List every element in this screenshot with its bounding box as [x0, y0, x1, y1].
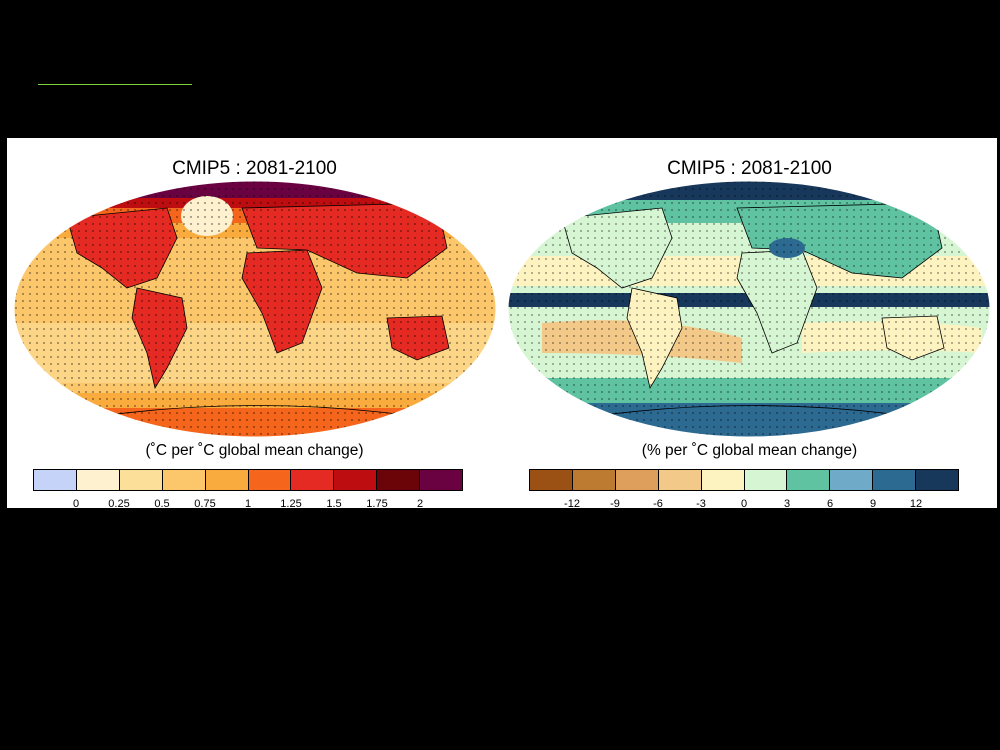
precipitation-colorbar-tick-label: 9: [869, 498, 877, 508]
temperature-colorbar-segment: [76, 470, 120, 490]
temperature-colorbar-segment: [162, 470, 206, 490]
precipitation-colorbar-segment: [658, 470, 702, 490]
precipitation-map-title: CMIP5 : 2081-2100: [667, 158, 832, 179]
temperature-colorbar-segment: [377, 470, 421, 490]
precipitation-colorbar-tick-label: -3: [696, 498, 706, 508]
temperature-colorbar-segment: [248, 470, 292, 490]
precipitation-colorbar-segment: [873, 470, 917, 490]
temperature-colorbar: [33, 469, 463, 491]
precipitation-colorbar-tick-label: 0: [740, 498, 748, 508]
temperature-map-title: CMIP5 : 2081-2100: [172, 158, 337, 179]
precipitation-colorbar-ticks: -12 -9 -6 -3 0 3 6 9 12: [529, 498, 959, 508]
precipitation-colorbar-tick-label: 6: [826, 498, 834, 508]
precipitation-colorbar-segment: [530, 470, 573, 490]
temperature-colorbar-ticks: 0 0.25 0.5 0.75 1 1.25 1.5 1.75 2: [33, 498, 463, 508]
temperature-units-label: (˚C per ˚C global mean change): [145, 442, 364, 459]
figure-area: CMIP5 : 2081-2100: [7, 138, 997, 508]
temperature-colorbar-tick-label: 0: [72, 498, 80, 508]
temperature-panel: CMIP5 : 2081-2100: [7, 138, 502, 508]
precipitation-colorbar-tick-label: 12: [909, 498, 923, 508]
precipitation-colorbar-segment: [787, 470, 831, 490]
precipitation-map: [507, 180, 991, 438]
precipitation-colorbar-tick-label: -12: [564, 498, 580, 508]
temperature-colorbar-segment: [420, 470, 463, 490]
precipitation-panel: CMIP5 : 2081-2100: [502, 138, 997, 508]
precipitation-colorbar-segment: [744, 470, 788, 490]
precipitation-colorbar-segment: [572, 470, 616, 490]
temperature-colorbar-segment: [119, 470, 163, 490]
precipitation-colorbar-segment: [830, 470, 874, 490]
temperature-colorbar-tick-label: 1.25: [280, 498, 302, 508]
temperature-colorbar-segment: [205, 470, 249, 490]
temperature-colorbar-tick-label: 0.75: [194, 498, 216, 508]
precipitation-colorbar-tick-label: -6: [653, 498, 663, 508]
temperature-map: [13, 180, 497, 438]
precipitation-colorbar-segment: [701, 470, 745, 490]
precipitation-colorbar-tick-label: -9: [610, 498, 620, 508]
temperature-colorbar-segment: [334, 470, 378, 490]
temperature-colorbar-segment: [34, 470, 77, 490]
precipitation-colorbar-tick-label: 3: [783, 498, 791, 508]
accent-underline: [38, 84, 192, 85]
precipitation-colorbar-segment: [615, 470, 659, 490]
temperature-colorbar-tick-label: 2: [416, 498, 424, 508]
temperature-colorbar-tick-label: 0.5: [154, 498, 170, 508]
temperature-colorbar-tick-label: 1.75: [366, 498, 388, 508]
precipitation-colorbar: [529, 469, 959, 491]
precipitation-colorbar-segment: [916, 470, 959, 490]
temperature-colorbar-tick-label: 1.5: [326, 498, 342, 508]
precipitation-units-label: (% per ˚C global mean change): [641, 442, 858, 459]
temperature-colorbar-tick-label: 1: [244, 498, 252, 508]
temperature-colorbar-tick-label: 0.25: [108, 498, 130, 508]
temperature-colorbar-segment: [291, 470, 335, 490]
